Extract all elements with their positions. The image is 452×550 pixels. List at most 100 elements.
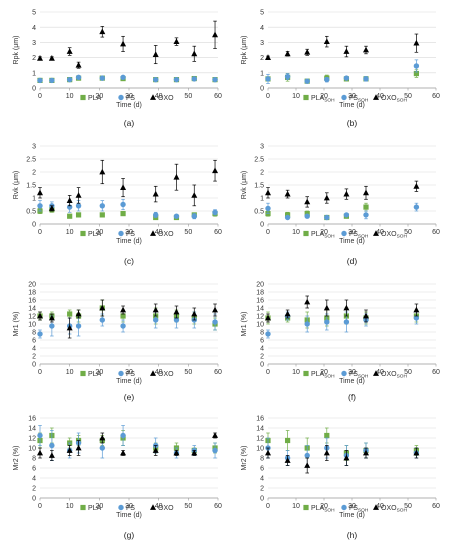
y-tick-label: 20 — [256, 282, 264, 289]
y-tick-label: 8 — [260, 456, 264, 463]
data-point — [120, 201, 126, 208]
data-point — [120, 323, 126, 329]
y-tick-label: 6 — [32, 466, 36, 473]
data-point — [304, 198, 311, 205]
data-point — [120, 184, 127, 190]
y-tick-label: 6 — [32, 338, 36, 345]
legend-marker — [118, 94, 124, 101]
legend-marker — [373, 370, 379, 376]
series-pla — [37, 427, 218, 454]
legend-marker — [341, 370, 347, 377]
data-point — [343, 304, 350, 311]
series-oxo — [265, 180, 420, 208]
legend-label: OXOSOH — [381, 95, 407, 104]
y-tick-label: 12 — [256, 436, 264, 443]
x-tick-label: 10 — [66, 229, 74, 236]
panel-label: (a) — [124, 118, 135, 128]
y-tick-label: 4 — [260, 476, 264, 483]
x-tick-label: 10 — [292, 369, 300, 376]
y-axis-title: Mr2 (%) — [241, 446, 248, 471]
x-tick-label: 20 — [95, 229, 103, 236]
chart-panel-8: 0 2 4 6 8 10 12 14 16 0 10 20 30 40 50 60 Time (d) Mr2 (%… — [241, 416, 440, 540]
data-point — [212, 432, 219, 438]
y-axis-title: Rpk (μm) — [241, 36, 248, 65]
data-point — [66, 48, 73, 54]
legend-label: PLASOH — [311, 505, 335, 514]
y-tick-label: 12 — [256, 314, 264, 321]
y-tick-label: 14 — [28, 426, 36, 433]
legend-label: OXOSOH — [381, 371, 407, 380]
y-tick-label: 14 — [256, 306, 264, 313]
x-tick-label: 30 — [125, 369, 133, 376]
data-point — [66, 324, 73, 331]
x-tick-label: 50 — [184, 93, 192, 100]
data-point — [75, 203, 82, 209]
series-fs — [37, 425, 218, 461]
y-tick-label: 10 — [28, 446, 36, 453]
legend-marker — [80, 230, 86, 237]
data-point — [99, 434, 106, 441]
y-tick-label: 1 — [260, 70, 264, 77]
series-oxo — [37, 432, 219, 461]
legend-label: FSSOH — [349, 371, 369, 380]
data-point — [363, 76, 369, 82]
legend-label: FS — [126, 371, 135, 378]
data-point — [265, 331, 271, 337]
data-point — [324, 76, 330, 83]
data-point — [99, 212, 105, 218]
x-tick-label: 60 — [214, 503, 222, 510]
legend-marker — [341, 230, 347, 237]
data-point — [413, 63, 420, 69]
legend-label: FS — [126, 231, 135, 238]
data-point — [37, 55, 43, 61]
data-point — [304, 48, 311, 55]
series-fs — [265, 202, 420, 221]
data-point — [265, 449, 271, 456]
data-point — [212, 447, 218, 454]
x-tick-label: 50 — [404, 229, 412, 236]
x-tick-label: 20 — [320, 369, 328, 376]
data-point — [265, 314, 271, 321]
data-point — [49, 442, 55, 449]
legend-label: PLASOH — [311, 371, 335, 380]
data-point — [413, 39, 420, 46]
legend-label: PLA — [88, 505, 102, 512]
y-tick-label: 4 — [260, 25, 264, 32]
data-point — [363, 449, 369, 456]
panel-label: (f) — [348, 392, 356, 402]
data-point — [363, 189, 369, 196]
x-tick-label: 10 — [66, 93, 74, 100]
data-point — [37, 331, 43, 337]
x-tick-label: 20 — [95, 503, 103, 510]
y-tick-label: 8 — [260, 330, 264, 337]
series-fs — [265, 59, 420, 84]
data-point — [284, 73, 291, 80]
legend-label: FSSOH — [349, 505, 369, 514]
x-tick-label: 20 — [320, 93, 328, 100]
data-point — [343, 319, 350, 325]
data-point — [343, 75, 350, 81]
x-axis-title: Time (d) — [339, 378, 365, 385]
data-point — [153, 212, 159, 218]
data-point — [363, 204, 369, 210]
x-tick-label: 30 — [125, 503, 133, 510]
y-axis-title: Mr1 (%) — [13, 312, 20, 337]
data-point — [48, 55, 55, 61]
data-point — [284, 50, 291, 57]
series-fs — [37, 74, 218, 84]
y-tick-label: 14 — [256, 426, 264, 433]
y-tick-label: 16 — [256, 416, 264, 423]
x-tick-label: 60 — [214, 369, 222, 376]
panel-label: (d) — [347, 256, 358, 266]
x-tick-label: 0 — [266, 503, 270, 510]
x-tick-label: 40 — [376, 503, 384, 510]
data-point — [343, 212, 350, 218]
data-point — [99, 445, 106, 451]
y-tick-label: 0 — [32, 222, 36, 229]
y-tick-label: 2.5 — [26, 157, 36, 164]
legend-label: OXO — [158, 371, 174, 378]
panel-label: (h) — [347, 530, 358, 540]
data-point — [191, 192, 198, 198]
